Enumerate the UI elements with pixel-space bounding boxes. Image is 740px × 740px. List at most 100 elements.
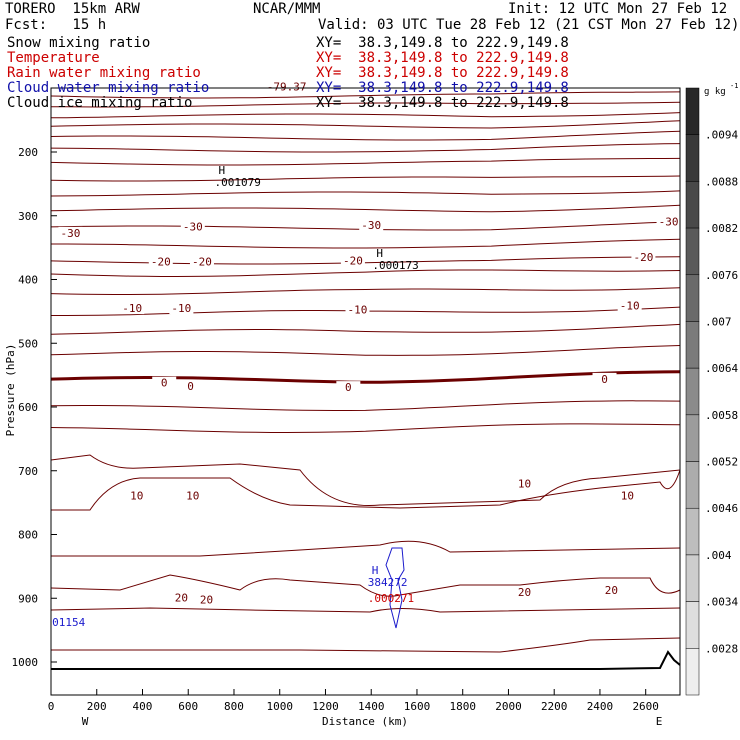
- temperature-contour: [50, 574, 681, 597]
- contour-label: -79.37: [267, 80, 307, 93]
- contour-label: -20: [633, 251, 653, 264]
- x-axis-label: Distance (km): [322, 715, 408, 728]
- temperature-contour: [50, 175, 681, 182]
- temperature-contour: [50, 112, 681, 119]
- temperature-contour: [50, 204, 681, 213]
- extremum-value: 384272: [368, 576, 408, 589]
- contour-label-bg: [152, 376, 177, 389]
- colorbar-swatch: [685, 367, 700, 416]
- temperature-contour: [50, 400, 681, 411]
- contour-label: 10: [518, 477, 531, 490]
- contour-label-bg: [148, 255, 173, 268]
- field-name: Cloud water mixing ratio: [7, 80, 210, 96]
- colorbar-swatch: [685, 554, 700, 602]
- temperature-contour: [50, 287, 681, 295]
- contour-label: 10: [186, 490, 199, 503]
- temperature-contour: [50, 120, 681, 129]
- contour-label-bg: [656, 215, 681, 228]
- contour-label: 20: [518, 586, 531, 599]
- contour-label-bg: [615, 489, 640, 502]
- west-label: W: [82, 715, 89, 728]
- colorbar-unit-exponent: -1: [730, 82, 738, 90]
- colorbar-swatch: [685, 227, 700, 276]
- contour-label-bg: [189, 255, 214, 268]
- contour-label: -20: [343, 254, 363, 267]
- colorbar-swatch: [685, 461, 700, 509]
- colorbar-unit: g kg: [704, 87, 726, 97]
- contour-label: -30: [659, 215, 679, 228]
- field-cross-section-coords: XY= 38.3,149.8 to 222.9,149.8: [316, 80, 569, 96]
- contour-label-bg: [180, 489, 205, 502]
- x-tick-label: 2200: [541, 700, 568, 713]
- temperature-contour: [50, 101, 681, 108]
- field-name: Cloud ice mixing ratio: [7, 95, 193, 111]
- colorbar-tick-label: .0088: [705, 175, 738, 188]
- colorbar-swatch: [685, 134, 700, 182]
- field-cross-section-coords: XY= 38.3,149.8 to 222.9,149.8: [316, 65, 569, 81]
- cloud-water-contour: [385, 547, 405, 629]
- model-title: TORERO 15km ARW: [5, 1, 140, 17]
- x-tick-label: 400: [133, 700, 153, 713]
- contour-label-bg: [359, 219, 384, 232]
- colorbar-swatch: [685, 648, 700, 696]
- contour-label: 0: [187, 380, 194, 393]
- contour-label-bg: [58, 226, 83, 239]
- y-axis-label: Pressure (hPa): [4, 344, 17, 437]
- x-tick-label: 0: [48, 700, 55, 713]
- colorbar-tick-label: .0058: [705, 409, 738, 422]
- y-tick-label: 400: [18, 274, 38, 287]
- contour-label-bg: [336, 381, 361, 394]
- extremum-mark: H: [219, 164, 226, 177]
- temperature-contour: [50, 454, 681, 507]
- contour-label: 0: [345, 381, 352, 394]
- field-name: Temperature: [7, 50, 100, 66]
- colorbar-tick-label: .004: [705, 549, 732, 562]
- colorbar-swatch: [685, 181, 700, 229]
- x-tick-label: 2000: [495, 700, 522, 713]
- contour-label: -10: [171, 302, 191, 315]
- east-label: E: [656, 715, 663, 728]
- y-tick-label: 1000: [12, 656, 39, 669]
- contour-label-bg: [120, 302, 145, 315]
- y-tick-label: 900: [18, 592, 38, 605]
- axes: 0 200 400 600 800 1000 1200 1400 1600 1800 2000 220…: [4, 146, 662, 728]
- contour-label-bg: [178, 379, 203, 392]
- field-name: Snow mixing ratio: [7, 35, 151, 51]
- colorbar-tick-label: .0082: [705, 222, 738, 235]
- extremum-mark: H: [376, 247, 383, 260]
- contour-label: 20: [175, 592, 188, 605]
- valid-time: Valid: 03 UTC Tue 28 Feb 12 (21 CST Mon …: [318, 17, 740, 33]
- contour-labels: -79.37 -30 -30 -30 -30 -20 -20 -20 -20 -10 -10 -10 -…: [52, 80, 681, 629]
- colorbar-swatch: [685, 321, 700, 369]
- colorbar-tick-label: .0064: [705, 362, 738, 375]
- contour-label: 20: [605, 584, 618, 597]
- temperature-contour: [50, 130, 681, 141]
- x-tick-label: 2400: [587, 700, 614, 713]
- temperature-contour: [50, 269, 681, 277]
- extremum-value: .001079: [215, 176, 261, 189]
- forecast-hour: Fcst: 15 h: [5, 17, 107, 33]
- x-tick-label: 1600: [404, 700, 431, 713]
- colorbar-swatch: [685, 601, 700, 649]
- temperature-contour: [50, 423, 681, 433]
- x-tick-label: 1000: [266, 700, 293, 713]
- extremum-value: .000271: [368, 592, 414, 605]
- contour-label-bg: [274, 80, 299, 93]
- temperature-contour: [50, 323, 681, 335]
- contour-label-bg: [194, 593, 219, 606]
- field-cross-section-coords: XY= 38.3,149.8 to 222.9,149.8: [316, 35, 569, 51]
- colorbar: .0094 .0088 .0082 .0076 .007 .0064 .0058 .0052.…: [685, 82, 738, 696]
- contour-label: -20: [192, 256, 212, 269]
- y-tick-label: 300: [18, 210, 38, 223]
- x-tick-label: 600: [178, 700, 198, 713]
- terrain-line: [51, 650, 681, 670]
- contour-label: 20: [200, 593, 213, 606]
- contour-label-bg: [180, 220, 205, 233]
- contour-label-bg: [340, 254, 365, 267]
- org-label: NCAR/MMM: [253, 1, 321, 17]
- cloud-water-contours: [385, 547, 405, 629]
- colorbar-swatch: [685, 507, 700, 556]
- temperature-contour: [50, 143, 681, 153]
